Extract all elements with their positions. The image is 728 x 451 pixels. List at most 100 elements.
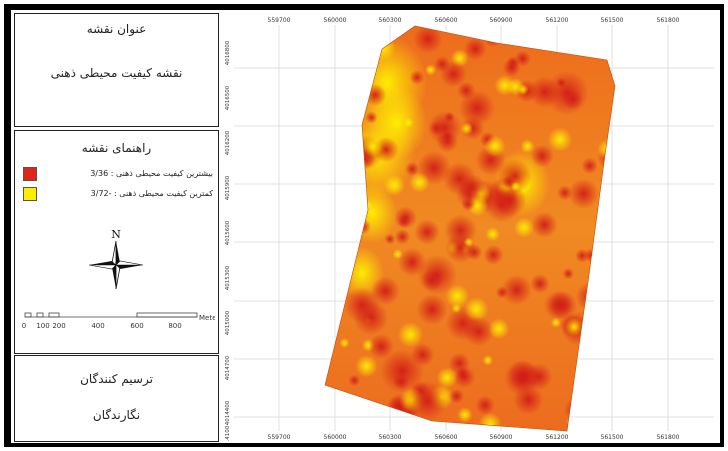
raster-high-spot bbox=[416, 293, 448, 326]
raster-high-spot bbox=[329, 151, 365, 187]
x-tick-top: 559700 bbox=[268, 17, 291, 24]
x-tick-top: 561800 bbox=[657, 17, 680, 24]
raster-high-spot bbox=[394, 229, 411, 245]
raster-high-spot bbox=[384, 233, 396, 245]
y-tick-label: 4015600 bbox=[225, 220, 231, 245]
raster-low-spot bbox=[328, 79, 350, 101]
x-tick-top: 561500 bbox=[601, 17, 624, 24]
y-tick-label: 4015000 bbox=[225, 310, 231, 335]
raster-high-spot bbox=[336, 118, 361, 143]
raster-low-spot bbox=[425, 64, 437, 76]
raster-high-zone bbox=[545, 71, 589, 115]
map-layout-frame: عنوان نقشه نقشه کیفیت محیطی ذهنی راهنمای… bbox=[4, 4, 724, 447]
raster-low-spot bbox=[591, 362, 611, 383]
scale-tick-100: 100 bbox=[36, 322, 49, 330]
raster-high-spot bbox=[581, 157, 598, 174]
raster-low-spot bbox=[463, 237, 474, 248]
raster-high-spot bbox=[497, 158, 533, 194]
raster-high-spot bbox=[609, 415, 615, 428]
x-tick-top: 560900 bbox=[490, 17, 513, 24]
raster-high-spot bbox=[527, 26, 546, 43]
raster-high-spot bbox=[363, 83, 387, 107]
raster-low-spot bbox=[359, 26, 383, 45]
raster-low-spot bbox=[597, 139, 615, 160]
title-label: عنوان نقشه bbox=[86, 22, 147, 36]
raster-high-spot bbox=[449, 388, 464, 404]
legend-item-high: بیشترین کیفیت محیطی ذهنی : 3/36 bbox=[23, 167, 213, 181]
x-tick-bottom: 560900 bbox=[490, 434, 513, 441]
raster-high-spot bbox=[575, 282, 605, 312]
raster-low-spot bbox=[488, 318, 510, 340]
raster-high-spot bbox=[531, 211, 558, 238]
y-tick-label: 4015900 bbox=[225, 175, 231, 200]
north-arrow-icon: N bbox=[88, 228, 144, 290]
raster-low-spot bbox=[520, 139, 535, 154]
scale-unit: Meters bbox=[199, 314, 215, 322]
credits-heading: ترسیم کنندگان bbox=[80, 372, 153, 386]
raster-high-zone bbox=[458, 174, 486, 202]
y-tick-label: 4014400 bbox=[225, 400, 231, 425]
raster-high-spot bbox=[564, 398, 588, 422]
legend-heading: راهنمای نقشه bbox=[81, 141, 152, 155]
legend-label-low: کمترین کیفیت محیطی ذهنی : -3/72 bbox=[90, 189, 213, 198]
raster-low-spot bbox=[354, 107, 366, 119]
raster-high-spot bbox=[513, 26, 540, 43]
raster-high-spot bbox=[375, 37, 387, 49]
raster-high-spot bbox=[341, 161, 360, 180]
x-tick-bottom: 560300 bbox=[379, 434, 402, 441]
raster-high-spot bbox=[355, 218, 371, 235]
x-tick-bottom: 560600 bbox=[435, 434, 458, 441]
raster-high-spot bbox=[502, 58, 521, 77]
credits-panel: ترسیم کنندگان نگارندگان bbox=[14, 355, 219, 442]
raster-high-spot bbox=[514, 26, 530, 39]
raster-low-spot bbox=[403, 117, 414, 128]
raster-high-spot bbox=[601, 262, 615, 282]
raster-low-spot bbox=[326, 413, 340, 426]
raster-low-spot bbox=[397, 322, 424, 348]
raster-high-spot bbox=[405, 162, 420, 177]
raster-low-spot bbox=[362, 136, 384, 158]
raster-low-spot bbox=[564, 317, 584, 337]
x-axis-bottom-labels: 559700 560000 560300 560600 560900 561200 5615… bbox=[268, 434, 680, 441]
raster-high-zone bbox=[417, 255, 457, 295]
raster-high-spot bbox=[530, 144, 554, 168]
raster-low-spot bbox=[330, 243, 351, 264]
title-panel: عنوان نقشه نقشه کیفیت محیطی ذهنی bbox=[14, 13, 219, 127]
map-name: نقشه کیفیت محیطی ذهنی bbox=[50, 66, 183, 80]
raster-high-spot bbox=[413, 26, 443, 54]
x-axis-top-labels: 559700 560000 560300 560600 560900 561200 5615… bbox=[268, 17, 680, 24]
raster-high-spot bbox=[327, 217, 337, 228]
raster-low-spot bbox=[436, 367, 458, 389]
raster-high-spot bbox=[429, 121, 444, 136]
scale-tick-400: 400 bbox=[91, 322, 104, 330]
legend-swatch-low bbox=[23, 187, 37, 201]
map-layout-canvas: عنوان نقشه نقشه کیفیت محیطی ذهنی راهنمای… bbox=[11, 10, 720, 443]
raster-low-spot bbox=[361, 200, 373, 212]
raster-low-spot bbox=[333, 147, 343, 157]
raster-high-spot bbox=[409, 70, 425, 85]
x-tick-bottom: 560000 bbox=[324, 434, 347, 441]
raster-high-spot bbox=[397, 214, 411, 228]
raster-low-spot bbox=[460, 122, 474, 135]
raster-low-spot bbox=[482, 355, 494, 366]
scale-tick-800: 800 bbox=[168, 322, 181, 330]
raster-high-spot bbox=[575, 248, 590, 263]
x-tick-top: 560300 bbox=[379, 17, 402, 24]
raster-high-spot bbox=[440, 60, 467, 88]
raster-low-spot bbox=[339, 338, 350, 348]
raster-high-spot bbox=[483, 28, 503, 48]
credits-body: نگارندگان bbox=[92, 408, 141, 422]
raster-high-spot bbox=[339, 79, 366, 106]
raster-high-spot bbox=[548, 290, 578, 320]
raster-high-spot bbox=[562, 268, 574, 280]
raster-low-spot bbox=[506, 77, 525, 96]
y-tick-label: 4016200 bbox=[225, 130, 231, 155]
raster-low-spot bbox=[588, 265, 610, 287]
x-tick-top: 561200 bbox=[546, 17, 569, 24]
raster-low-spot bbox=[510, 181, 521, 192]
raster-low-spot bbox=[336, 183, 356, 203]
legend-label-high: بیشترین کیفیت محیطی ذهنی : 3/36 bbox=[90, 169, 213, 178]
raster-low-spot bbox=[409, 172, 430, 193]
raster-low-spot bbox=[513, 217, 535, 238]
x-tick-bottom: 561800 bbox=[657, 434, 680, 441]
